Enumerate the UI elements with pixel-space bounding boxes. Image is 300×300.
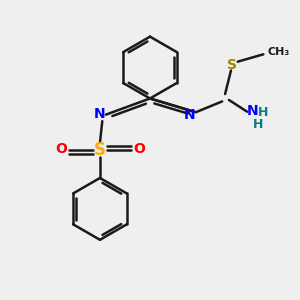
Text: S: S	[94, 141, 106, 159]
Text: CH₃: CH₃	[268, 47, 290, 57]
Text: N: N	[94, 107, 105, 121]
Text: H: H	[253, 118, 263, 131]
Text: O: O	[55, 142, 67, 156]
Text: S: S	[227, 58, 237, 72]
Text: H: H	[258, 106, 268, 119]
Text: O: O	[133, 142, 145, 156]
Text: N: N	[247, 104, 259, 118]
Text: N: N	[184, 108, 196, 122]
